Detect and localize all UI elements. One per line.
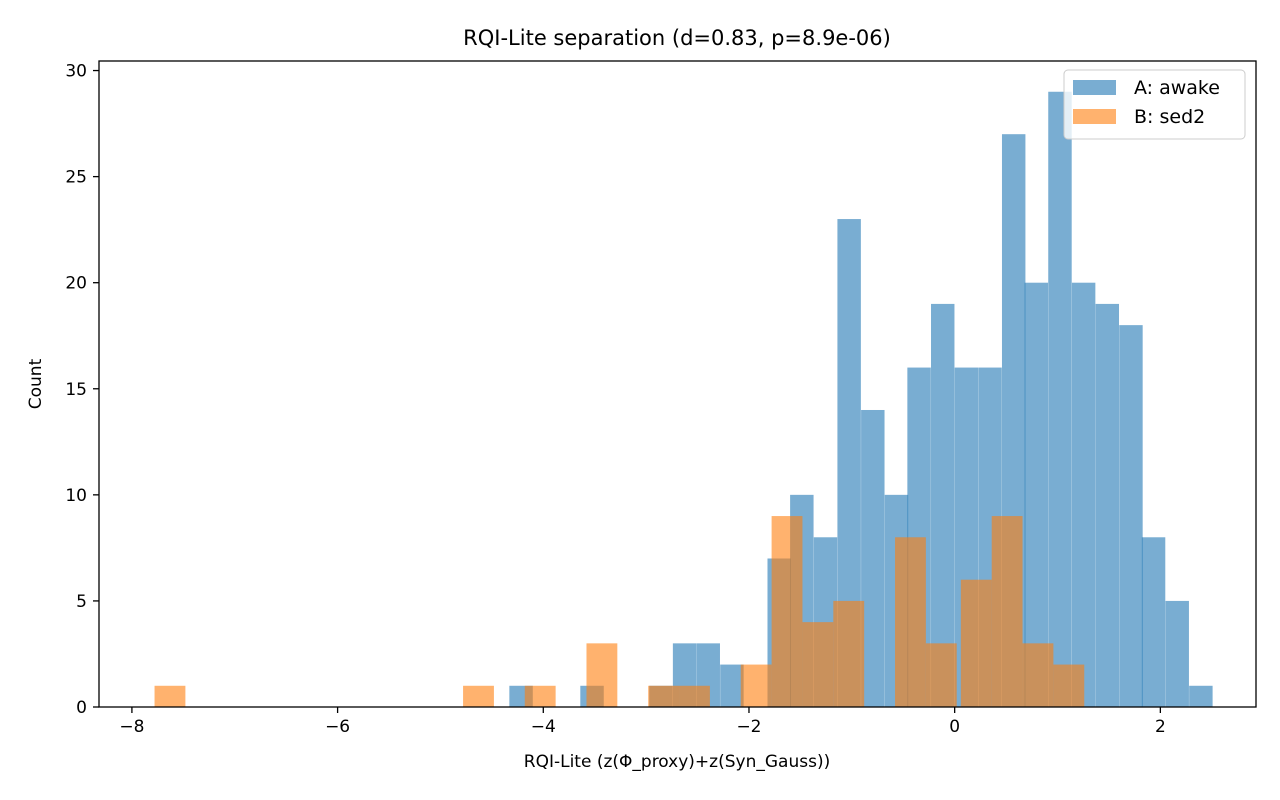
- histogram-bar: [931, 303, 955, 707]
- histogram-bar: [895, 537, 926, 707]
- histogram-bar: [833, 600, 865, 707]
- histogram-bar: [740, 664, 772, 707]
- y-tick-label: 20: [65, 274, 87, 294]
- histogram-bar: [960, 579, 992, 707]
- histogram-bar: [1071, 282, 1096, 707]
- histogram-bar: [1141, 537, 1166, 707]
- y-tick-label: 5: [76, 592, 87, 612]
- x-tick-label: 2: [1155, 717, 1166, 737]
- histogram-bar: [861, 409, 885, 707]
- x-axis-label: RQI-Lite (z(Φ_proxy)+z(Syn_Gauss)): [524, 752, 830, 772]
- legend-swatch: [1073, 109, 1116, 124]
- legend: A: awake B: sed2: [1063, 69, 1246, 140]
- histogram-bar: [586, 643, 618, 707]
- histogram-bar: [1048, 91, 1072, 707]
- histogram-bar: [925, 643, 957, 707]
- y-axis-label: Count: [26, 358, 46, 409]
- y-tick-label: 10: [65, 486, 87, 506]
- histogram-bar: [1095, 303, 1120, 707]
- y-tick-label: 15: [65, 380, 87, 400]
- bars-layer: [154, 91, 1213, 708]
- legend-swatch: [1073, 80, 1116, 95]
- legend-label: A: awake: [1134, 77, 1220, 99]
- x-tick-label: 0: [949, 717, 960, 737]
- histogram-bar: [1024, 282, 1049, 707]
- y-tick-label: 0: [76, 698, 87, 718]
- histogram-bar: [1119, 325, 1143, 707]
- x-tick-label: −6: [325, 717, 350, 737]
- legend-label: B: sed2: [1134, 106, 1205, 128]
- histogram-bar: [991, 516, 1023, 707]
- histogram-bar: [837, 219, 861, 708]
- plot-frame: [98, 60, 1257, 708]
- x-tick-label: −2: [736, 717, 761, 737]
- chart-title: RQI-Lite separation (d=0.83, p=8.9e-06): [463, 26, 891, 50]
- histogram-bar: [1189, 685, 1213, 707]
- histogram-bar: [463, 685, 494, 707]
- histogram-bar: [720, 664, 744, 707]
- x-tick-label: −8: [119, 717, 144, 737]
- histogram-bar: [648, 685, 680, 707]
- histogram-bar: [1053, 664, 1085, 707]
- histogram-bar: [1165, 600, 1189, 707]
- x-tick-label: −4: [531, 717, 556, 737]
- histogram-bar: [1022, 643, 1054, 707]
- histogram-bar: [524, 685, 556, 707]
- series-1: [154, 516, 1085, 707]
- histogram-bar: [154, 685, 186, 707]
- histogram-bar: [771, 516, 803, 707]
- y-tick-label: 30: [65, 62, 87, 82]
- histogram-bar: [802, 622, 834, 707]
- y-tick-label: 25: [65, 168, 87, 188]
- histogram-bar: [679, 685, 710, 707]
